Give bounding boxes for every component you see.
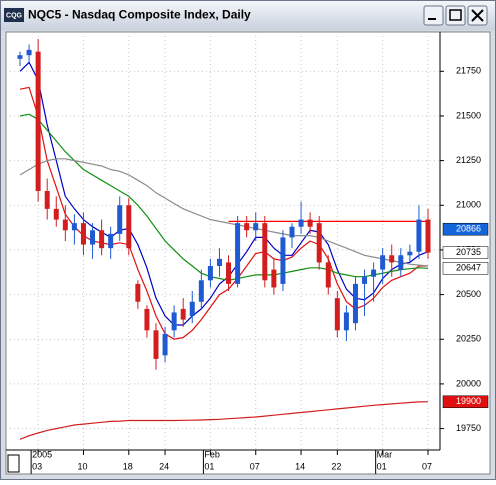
candle-body xyxy=(80,223,86,245)
x-tick-label: 01 xyxy=(377,461,387,471)
candle-body xyxy=(189,301,195,317)
app-icon xyxy=(4,8,24,22)
candle-body xyxy=(26,49,32,56)
candle-body xyxy=(216,258,222,267)
candle-body xyxy=(253,223,259,231)
candle-body xyxy=(362,276,368,284)
close-button[interactable] xyxy=(467,5,488,26)
candle-body xyxy=(171,312,177,331)
candle-body xyxy=(44,190,50,209)
indicator-line xyxy=(19,61,429,326)
indicator-line xyxy=(19,113,429,281)
candle-body xyxy=(180,308,186,320)
x-tick-label: 07 xyxy=(250,461,260,471)
candle-body xyxy=(153,330,159,359)
price-label-box xyxy=(442,262,489,275)
candle-body xyxy=(235,223,241,284)
y-tick-label: 20500 xyxy=(456,289,481,299)
chart-area xyxy=(5,31,491,475)
x-tick-label: 18 xyxy=(123,461,133,471)
candle-body xyxy=(280,237,286,284)
maximize-button[interactable] xyxy=(445,5,466,26)
candle-body xyxy=(71,223,77,231)
candle-body xyxy=(389,255,395,263)
y-tick-label: 20250 xyxy=(456,334,481,344)
candle-body xyxy=(398,255,404,270)
candle-body xyxy=(307,219,313,227)
price-label-box xyxy=(442,246,489,259)
app-icon-label: CQG xyxy=(6,12,23,19)
candle-body xyxy=(244,223,250,231)
candle-body xyxy=(289,226,295,238)
candle-body xyxy=(271,269,277,288)
y-tick-label: 21500 xyxy=(456,110,481,120)
x-tick-label: 14 xyxy=(295,461,305,471)
x-tick-label: 01 xyxy=(204,461,214,471)
price-label-box xyxy=(442,222,489,236)
candle-body xyxy=(53,208,59,220)
x-tick-label: 10 xyxy=(77,461,87,471)
price-label-box xyxy=(442,395,489,409)
candle-body xyxy=(99,230,105,249)
candle-body xyxy=(62,219,68,231)
candle-body xyxy=(162,333,168,356)
title-bar xyxy=(1,1,495,30)
y-tick-label: 19750 xyxy=(456,423,481,433)
candle-body xyxy=(108,233,114,249)
price-label: 20735 xyxy=(456,247,481,257)
x-tick-label: 22 xyxy=(331,461,341,471)
candle-body xyxy=(416,219,422,252)
candle-body xyxy=(117,205,123,234)
candle-body xyxy=(90,230,96,245)
candle-body xyxy=(17,55,23,59)
x-period-label: 2005 xyxy=(32,449,52,459)
x-tick-label: 07 xyxy=(422,461,432,471)
candle-body xyxy=(126,205,132,249)
y-tick-label: 21000 xyxy=(456,200,481,210)
candle-body xyxy=(325,262,331,288)
candle-body xyxy=(316,223,322,263)
candle-body xyxy=(226,262,232,284)
x-period-label: Feb xyxy=(204,449,220,459)
candle-body xyxy=(371,269,377,277)
x-period-label: Mar xyxy=(377,449,393,459)
y-tick-label: 21250 xyxy=(456,155,481,165)
candle-body xyxy=(298,219,304,227)
candle-body xyxy=(207,266,213,281)
y-tick-label: 21750 xyxy=(456,66,481,76)
candle-body xyxy=(352,283,358,324)
candle-body xyxy=(334,298,340,331)
candle-body xyxy=(198,280,204,302)
indicator-line xyxy=(19,86,428,340)
minimize-button[interactable] xyxy=(423,5,444,26)
window-title: NQC5 - Nasdaq Composite Index, Daily xyxy=(28,8,251,22)
indicator-line xyxy=(19,401,429,440)
corner-box[interactable] xyxy=(7,454,20,473)
candle-body xyxy=(144,308,150,331)
y-tick-label: 20000 xyxy=(456,378,481,388)
price-label: 19900 xyxy=(456,396,481,406)
candle-body xyxy=(343,312,349,331)
candle-body xyxy=(135,283,141,302)
candle-body xyxy=(262,223,268,281)
x-tick-label: 24 xyxy=(159,461,169,471)
candle-body xyxy=(425,219,431,253)
candle-body xyxy=(407,251,413,256)
x-tick-label: 03 xyxy=(32,461,42,471)
candle-body xyxy=(35,51,41,191)
price-label: 20866 xyxy=(456,224,481,234)
indicator-line xyxy=(19,158,429,267)
price-label: 20647 xyxy=(456,263,481,273)
candle-body xyxy=(380,255,386,270)
